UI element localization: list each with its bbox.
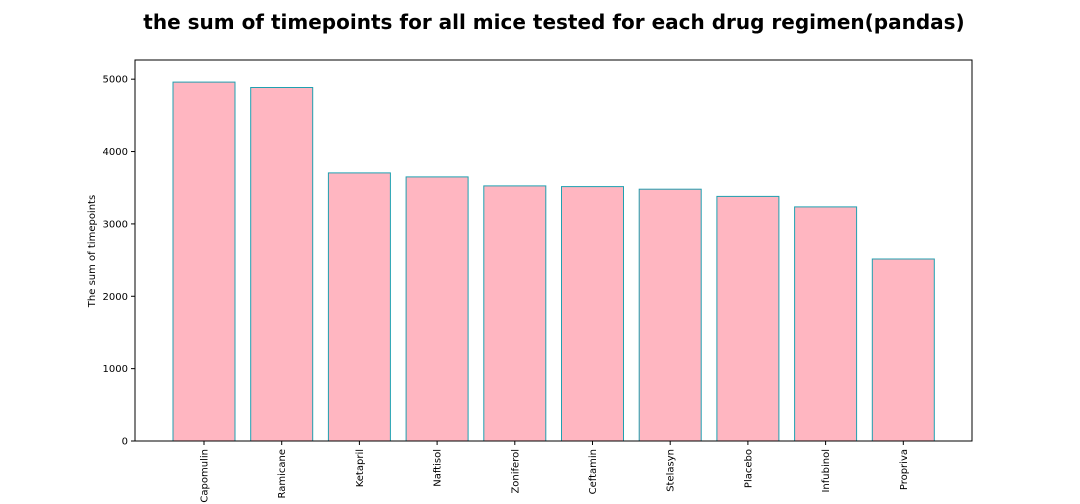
y-tick-label-5000: 5000 bbox=[103, 75, 128, 86]
plot-frame bbox=[134, 59, 973, 442]
bar-zoniferol bbox=[483, 185, 547, 442]
y-tick-label-0: 0 bbox=[122, 437, 128, 448]
bar-ceftamin bbox=[561, 186, 624, 442]
bar-propriva bbox=[871, 258, 935, 442]
y-tick-label-1000: 1000 bbox=[103, 364, 128, 375]
x-tick-label-ketapril: Ketapril bbox=[355, 449, 366, 487]
x-tick-label-ceftamin: Ceftamin bbox=[588, 449, 599, 494]
y-tick-label-2000: 2000 bbox=[103, 292, 128, 303]
bar-ketapril bbox=[327, 172, 391, 442]
bar-ramicane bbox=[250, 87, 314, 442]
bar-naftisol bbox=[405, 176, 469, 442]
y-axis: 0 1000 2000 3000 4000 5000 bbox=[103, 75, 135, 448]
x-tick-label-capomulin: Capomulin bbox=[200, 449, 211, 503]
x-tick-label-propriva: Propriva bbox=[899, 449, 910, 490]
y-tick-label-4000: 4000 bbox=[103, 147, 128, 158]
chart-title: the sum of timepoints for all mice teste… bbox=[143, 10, 965, 34]
bar-capomulin bbox=[172, 81, 236, 442]
bar-placebo bbox=[716, 195, 780, 442]
y-axis-label: The sum of timepoints bbox=[87, 195, 98, 308]
y-tick-label-3000: 3000 bbox=[103, 219, 128, 230]
bar-stelasyn bbox=[638, 188, 702, 442]
x-tick-label-zoniferol: Zoniferol bbox=[510, 449, 521, 494]
x-tick-label-naftisol: Naftisol bbox=[433, 449, 444, 487]
x-tick-label-stelasyn: Stelasyn bbox=[666, 449, 677, 492]
x-tick-label-infubinol: Infubinol bbox=[821, 449, 832, 493]
bars-group bbox=[172, 81, 935, 442]
x-tick-label-ramicane: Ramicane bbox=[277, 449, 288, 499]
x-tick-label-placebo: Placebo bbox=[743, 449, 754, 488]
x-axis: Capomulin Ramicane Ketapril Naftisol Zonifer… bbox=[200, 441, 910, 503]
bar-infubinol bbox=[794, 206, 858, 442]
